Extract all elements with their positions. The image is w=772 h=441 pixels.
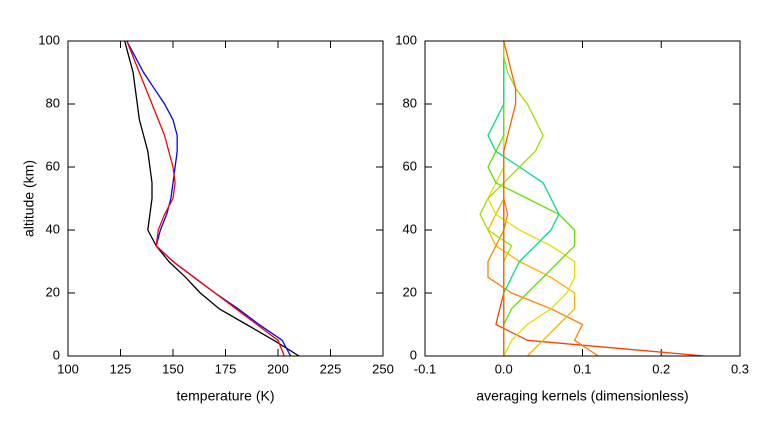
kernel-line (503, 40, 517, 356)
kernel-line (487, 41, 576, 356)
y-tick-label: 100 (395, 32, 417, 47)
x-tick-label: 100 (57, 361, 79, 376)
y-tick-label: 80 (403, 95, 417, 110)
y-tick-label: 60 (403, 158, 417, 173)
plot-frame (424, 40, 741, 357)
y-tick-label: 60 (46, 158, 60, 173)
kernel-line (124, 40, 300, 357)
x-tick-label: 0.0 (495, 361, 513, 376)
y-tick-label: 40 (46, 221, 60, 236)
x-tick-label: 200 (267, 361, 289, 376)
x-tick-label: 125 (110, 361, 132, 376)
y-tick-label: 100 (38, 32, 60, 47)
kernel-line (487, 41, 560, 356)
y-tick-label: 0 (53, 347, 60, 362)
y-axis-label: altitude (km) (21, 160, 37, 237)
y-tick-label: 40 (403, 221, 417, 236)
kernel-line (126, 40, 292, 357)
y-tick-label: 80 (46, 95, 60, 110)
x-tick-label: -0.1 (414, 361, 436, 376)
x-tick-label: 225 (320, 361, 342, 376)
x-tick-label: 175 (215, 361, 237, 376)
y-tick-label: 20 (46, 284, 60, 299)
kernel-line (487, 41, 576, 357)
x-axis-label: temperature (K) (176, 388, 274, 404)
x-tick-label: 250 (372, 361, 394, 376)
kernel-line (487, 41, 599, 357)
plot-frame (67, 40, 384, 357)
x-tick-label: 0.2 (652, 361, 670, 376)
y-tick-label: 20 (403, 284, 417, 299)
kernel-line (487, 41, 576, 357)
x-axis-label: averaging kernels (dimensionless) (476, 388, 688, 404)
x-tick-label: 150 (162, 361, 184, 376)
x-tick-label: 0.3 (731, 361, 749, 376)
x-tick-label: 0.1 (573, 361, 591, 376)
y-tick-label: 0 (410, 347, 417, 362)
kernel-line (126, 40, 285, 357)
